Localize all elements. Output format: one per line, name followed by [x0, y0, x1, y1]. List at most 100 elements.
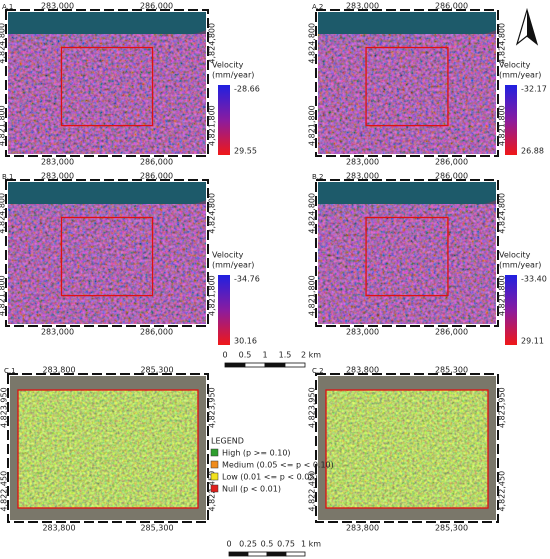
colorbar-bottom: 29.55	[234, 147, 257, 156]
y-tick-label: 4,821,800	[308, 105, 317, 146]
scale-label: 1 km	[301, 540, 321, 549]
x-tick-label: 286,000	[435, 172, 468, 181]
colorbar-bottom: 26.88	[521, 147, 544, 156]
study-area	[365, 46, 449, 127]
colorbar-title: Velocity	[499, 251, 531, 260]
map-frame	[5, 179, 209, 327]
colorbar	[218, 275, 230, 345]
colorbar-title: (mm/year)	[212, 71, 254, 80]
x-tick-label: 286,000	[140, 2, 173, 11]
scale-segment	[228, 551, 249, 557]
panel-label: B.1	[2, 173, 13, 181]
x-tick-label: 283,000	[346, 328, 379, 337]
y-tick-label: 4,823,950	[498, 387, 507, 428]
map-overlay	[8, 34, 206, 154]
x-tick-label: 283,000	[41, 158, 74, 167]
x-tick-label: 285,300	[435, 524, 468, 533]
colorbar	[505, 85, 517, 155]
scale-label: 0.25	[239, 540, 257, 549]
map-overlay	[318, 204, 496, 324]
colorbar-title: Velocity	[212, 61, 244, 70]
y-tick-label: 4,824,800	[0, 193, 7, 234]
y-tick-label: 4,824,800	[308, 23, 317, 64]
scale-segment	[224, 362, 246, 368]
x-tick-label: 283,800	[42, 366, 75, 375]
map-frame	[5, 9, 209, 157]
x-tick-label: 283,000	[346, 2, 379, 11]
y-tick-label: 4,824,800	[498, 23, 507, 64]
scale-label: 0.5	[261, 540, 274, 549]
legend-swatch	[210, 448, 219, 457]
study-area	[60, 216, 154, 297]
scale-segment	[285, 551, 306, 557]
colorbar-title: Velocity	[212, 251, 244, 260]
study-area	[60, 46, 154, 127]
colorbar-title: (mm/year)	[212, 261, 254, 270]
study-area	[365, 216, 449, 297]
y-tick-label: 4,821,800	[0, 275, 7, 316]
x-tick-label: 286,000	[435, 2, 468, 11]
map-overlay	[318, 34, 496, 154]
scale-label: 0.5	[239, 351, 252, 360]
y-tick-label: 4,822,450	[498, 471, 507, 512]
legend-swatch	[210, 484, 219, 493]
x-tick-label: 283,000	[41, 172, 74, 181]
x-tick-label: 285,300	[435, 366, 468, 375]
colorbar-bottom: 29.11	[521, 337, 544, 346]
scale-label: 0	[222, 351, 227, 360]
x-tick-label: 283,800	[42, 524, 75, 533]
y-tick-label: 4,824,800	[208, 23, 217, 64]
scale-segment	[244, 362, 266, 368]
x-tick-label: 283,800	[346, 366, 379, 375]
panel-label: A.1	[2, 3, 13, 11]
y-tick-label: 4,821,800	[498, 275, 507, 316]
scale-segment	[264, 362, 286, 368]
legend-label: Low (0.01 <= p < 0.05)	[222, 473, 318, 482]
map-overlay	[18, 390, 198, 508]
y-tick-label: 4,824,800	[0, 23, 7, 64]
x-tick-label: 285,300	[140, 366, 173, 375]
scale-label: 2 km	[301, 351, 321, 360]
y-tick-label: 4,824,800	[498, 193, 507, 234]
colorbar-title: Velocity	[499, 61, 531, 70]
y-tick-label: 4,821,800	[498, 105, 507, 146]
x-tick-label: 283,000	[346, 158, 379, 167]
y-tick-label: 4,823,950	[208, 387, 217, 428]
x-tick-label: 283,000	[346, 172, 379, 181]
map-overlay	[326, 390, 488, 508]
panel-label: C.2	[312, 367, 324, 375]
legend-label: High (p >= 0.10)	[222, 449, 291, 458]
colorbar-bottom: 30.16	[234, 337, 257, 346]
scale-segment	[266, 551, 287, 557]
y-tick-label: 4,822,450	[0, 471, 9, 512]
colorbar-top: -33.40	[521, 275, 547, 284]
colorbar-title: (mm/year)	[499, 71, 541, 80]
scale-segment	[284, 362, 306, 368]
y-tick-label: 4,821,800	[308, 275, 317, 316]
north-arrow	[515, 7, 539, 46]
map-frame	[315, 373, 499, 523]
legend-label: Null (p < 0.01)	[222, 485, 281, 494]
x-tick-label: 283,000	[41, 2, 74, 11]
colorbar-top: -28.66	[234, 85, 260, 94]
scale-label: 1.5	[279, 351, 292, 360]
x-tick-label: 286,000	[435, 328, 468, 337]
study-area	[17, 389, 199, 509]
x-tick-label: 286,000	[140, 328, 173, 337]
x-tick-label: 286,000	[140, 158, 173, 167]
legend-swatch	[210, 472, 219, 481]
y-tick-label: 4,822,450	[308, 471, 317, 512]
panel-label: A.2	[312, 3, 323, 11]
colorbar	[505, 275, 517, 345]
x-tick-label: 285,300	[140, 524, 173, 533]
y-tick-label: 4,824,800	[208, 193, 217, 234]
x-tick-label: 283,000	[41, 328, 74, 337]
legend-label: Medium (0.05 <= p < 0.10)	[222, 461, 334, 470]
study-area	[325, 389, 489, 509]
map-frame	[315, 179, 499, 327]
map-frame	[315, 9, 499, 157]
colorbar-top: -34.76	[234, 275, 260, 284]
y-tick-label: 4,821,800	[208, 105, 217, 146]
y-tick-label: 4,824,800	[308, 193, 317, 234]
